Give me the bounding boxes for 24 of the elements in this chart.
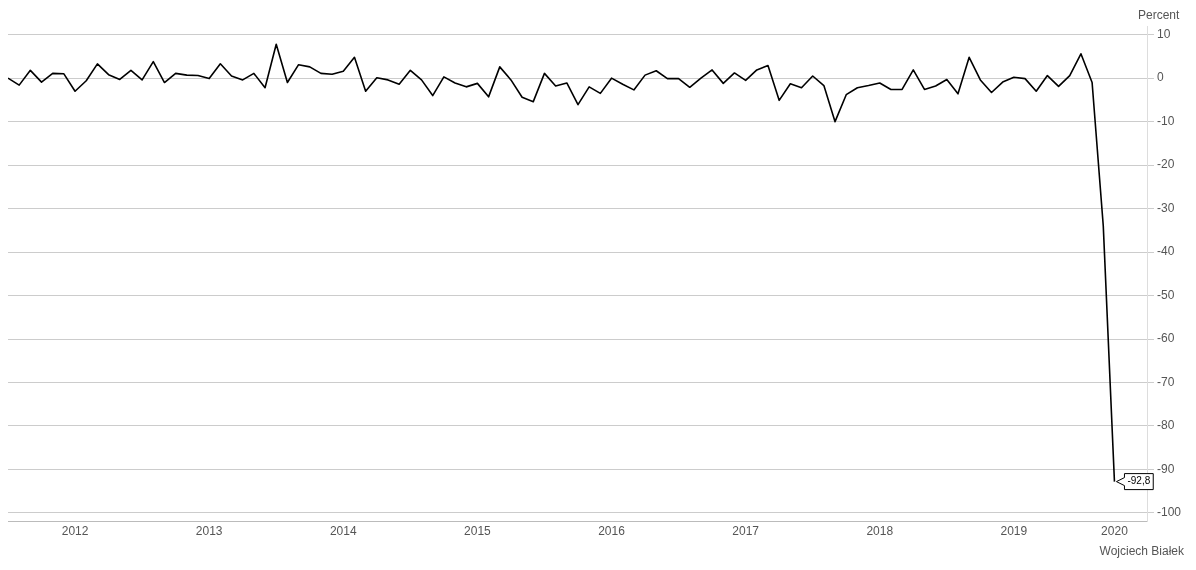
y-tick-label: -30 <box>1156 200 1175 215</box>
x-tick-label: 2015 <box>464 524 492 539</box>
y-tick-label: -70 <box>1156 374 1175 389</box>
y-tick-label: -90 <box>1156 461 1175 476</box>
x-tick-label: 2017 <box>732 524 760 539</box>
x-tick-label: 2016 <box>598 524 626 539</box>
y-tick-label: 0 <box>1156 70 1164 85</box>
x-tick-label: 2019 <box>1000 524 1028 539</box>
y-tick-label: -20 <box>1156 157 1175 172</box>
y-tick-label: -100 <box>1156 505 1182 520</box>
y-tick-label: -60 <box>1156 331 1175 346</box>
y-tick-label: 10 <box>1156 27 1171 42</box>
y-tick-label: -40 <box>1156 244 1175 259</box>
text: Wojciech Białek <box>1099 544 1185 559</box>
y-tick-label: -50 <box>1156 287 1175 302</box>
y-tick-label: -10 <box>1156 113 1175 128</box>
x-tick-label: 2018 <box>866 524 894 539</box>
annotation: -92,8 <box>1127 475 1151 487</box>
x-tick-label: 2020 <box>1101 524 1129 539</box>
x-tick-label: 2012 <box>61 524 89 539</box>
y-tick-label: -80 <box>1156 418 1175 433</box>
y-axis-title: Percent <box>1137 8 1180 23</box>
x-tick-label: 2013 <box>195 524 223 539</box>
x-tick-label: 2014 <box>329 524 357 539</box>
